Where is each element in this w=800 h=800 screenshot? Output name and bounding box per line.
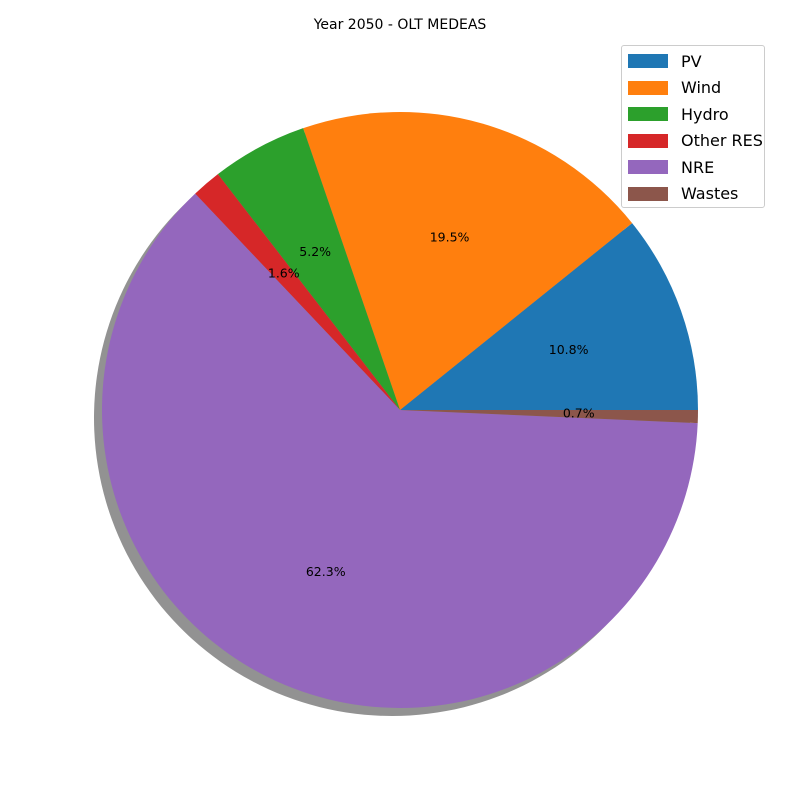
legend-swatch-other-res	[628, 133, 668, 148]
pie-slice-hydro	[217, 128, 400, 410]
pie-slices	[101, 112, 698, 709]
pct-label-wastes: 0.7%	[563, 405, 595, 420]
legend-label-hydro: Hydro	[681, 104, 729, 124]
legend-item-hydro: Hydro	[628, 104, 729, 124]
pct-label-other-res: 1.6%	[268, 266, 300, 281]
pie-slice-wastes	[400, 410, 698, 424]
legend-swatch-wind	[628, 80, 668, 95]
pie-slice-wind	[303, 112, 633, 410]
pie-slice-pv	[400, 223, 698, 410]
legend-item-pv: PV	[628, 51, 702, 71]
legend-label-wind: Wind	[681, 78, 722, 97]
legend-swatch-pv	[628, 54, 668, 68]
legend-swatch-nre	[628, 160, 668, 174]
legend-swatch-hydro	[628, 107, 668, 121]
pie-slice-other-res	[195, 174, 400, 410]
pct-label-hydro: 5.2%	[299, 244, 331, 259]
legend-item-nre: NRE	[628, 157, 714, 177]
legend-label-wastes: Wastes	[681, 184, 739, 203]
pct-label-pv: 10.8%	[549, 342, 589, 357]
legend-item-other-res: Other RES	[628, 131, 763, 151]
legend-label-other-res: Other RES	[681, 131, 763, 150]
legend: PV Wind Hydro Other RES NRE Wastes	[621, 45, 765, 208]
pct-label-nre: 62.3%	[306, 564, 346, 579]
pct-label-wind: 19.5%	[430, 230, 470, 245]
legend-label-nre: NRE	[681, 157, 715, 177]
pie-labels: 10.8% 19.5% 5.2% 1.6% 62.3% 0.7%	[268, 230, 595, 579]
legend-item-wastes: Wastes	[628, 184, 738, 204]
pie-slice-nre	[101, 193, 698, 709]
legend-label-pv: PV	[681, 51, 702, 71]
chart-title: Year 2050 - OLT MEDEAS	[313, 17, 487, 33]
legend-swatch-wastes	[628, 186, 668, 201]
legend-item-wind: Wind	[628, 78, 721, 98]
